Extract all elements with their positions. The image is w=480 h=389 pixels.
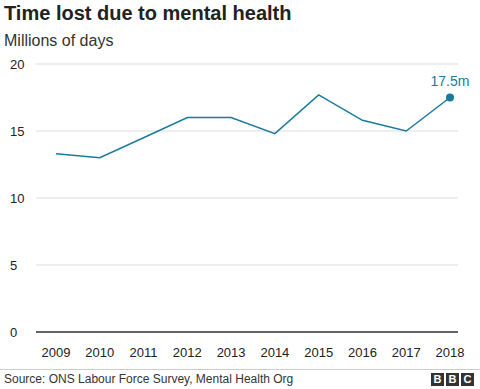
- html-text:C: C: [463, 373, 472, 385]
- svg-text:2012: 2012: [173, 345, 202, 360]
- html-text:B: B: [433, 373, 442, 385]
- svg-text:2010: 2010: [85, 345, 114, 360]
- html-text:Source: ONS Labour Force Surve: Source: ONS Labour Force Survey, Mental …: [4, 372, 294, 386]
- svg-text:2016: 2016: [348, 345, 377, 360]
- svg-text:2011: 2011: [130, 345, 158, 360]
- svg-text:10: 10: [10, 191, 24, 206]
- html-text:Millions of days: Millions of days: [4, 32, 114, 49]
- svg-text:20: 20: [10, 57, 24, 72]
- svg-text:17.5m: 17.5m: [431, 73, 470, 89]
- html-text:Time lost due to mental health: Time lost due to mental health: [4, 2, 292, 24]
- svg-text:2015: 2015: [304, 345, 333, 360]
- html-text:B: B: [448, 373, 457, 385]
- svg-text:2014: 2014: [260, 345, 289, 360]
- svg-text:0: 0: [10, 325, 17, 340]
- svg-text:2017: 2017: [392, 345, 421, 360]
- svg-text:2009: 2009: [42, 345, 71, 360]
- svg-text:15: 15: [10, 124, 24, 139]
- svg-text:2013: 2013: [217, 345, 246, 360]
- svg-text:2018: 2018: [436, 345, 465, 360]
- svg-text:5: 5: [10, 258, 17, 273]
